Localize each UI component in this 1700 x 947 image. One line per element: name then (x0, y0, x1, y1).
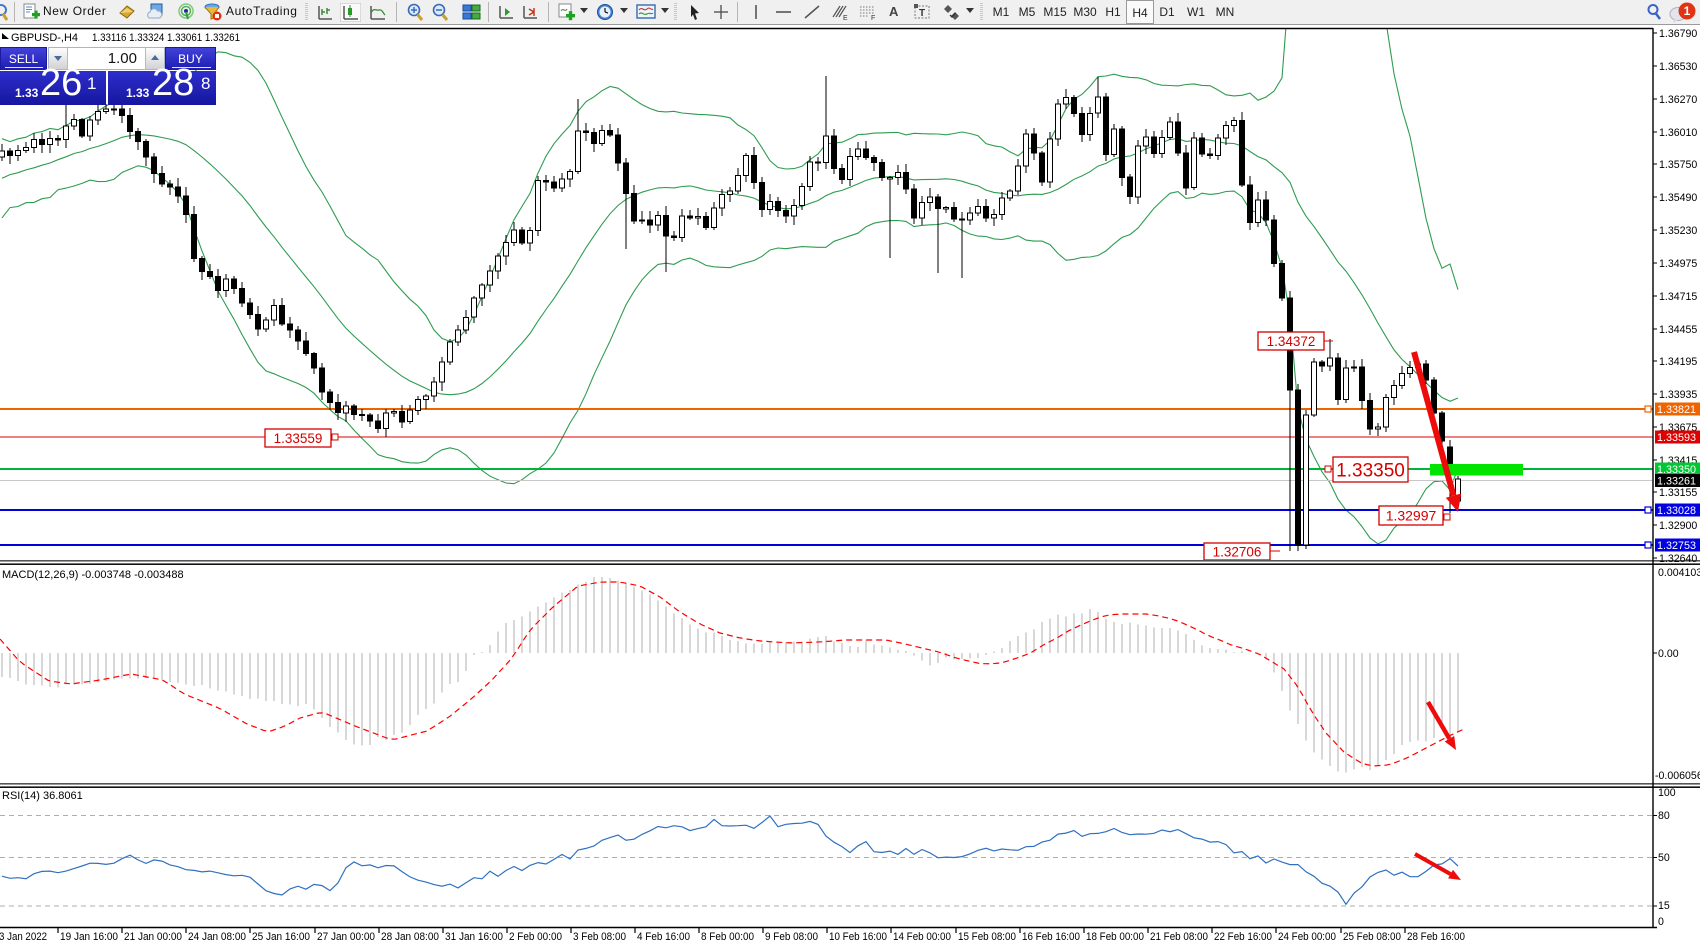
svg-text:1.36790: 1.36790 (1659, 28, 1697, 40)
svg-text:3 Jan 2022: 3 Jan 2022 (0, 931, 47, 942)
svg-text:0: 0 (1658, 916, 1664, 928)
svg-text:0.00: 0.00 (1658, 648, 1679, 660)
svg-text:1.32753: 1.32753 (1657, 540, 1696, 552)
svg-text:0.004103: 0.004103 (1658, 567, 1700, 579)
svg-text:E: E (843, 15, 848, 22)
svg-text:3 Feb 08:00: 3 Feb 08:00 (573, 931, 626, 942)
svg-text:24 Jan 08:00: 24 Jan 08:00 (188, 931, 246, 942)
svg-text:28 Jan 08:00: 28 Jan 08:00 (381, 931, 439, 942)
svg-text:1.32900: 1.32900 (1659, 520, 1697, 532)
svg-text:9 Feb 08:00: 9 Feb 08:00 (765, 931, 818, 942)
svg-text:1: 1 (1684, 4, 1691, 18)
svg-text:21 Feb 08:00: 21 Feb 08:00 (1150, 931, 1208, 942)
svg-text:21 Jan 00:00: 21 Jan 00:00 (124, 931, 182, 942)
svg-text:GBPUSD-,H4: GBPUSD-,H4 (11, 32, 78, 44)
svg-text:1.36530: 1.36530 (1659, 61, 1697, 73)
svg-text:1.36010: 1.36010 (1659, 127, 1697, 139)
svg-text:14 Feb 00:00: 14 Feb 00:00 (893, 931, 951, 942)
svg-text:1.34975: 1.34975 (1659, 258, 1697, 270)
svg-text:18 Feb 00:00: 18 Feb 00:00 (1086, 931, 1144, 942)
svg-text:1.36270: 1.36270 (1659, 94, 1697, 106)
svg-text:1.32706: 1.32706 (1213, 544, 1262, 559)
svg-text:2 Feb 00:00: 2 Feb 00:00 (509, 931, 562, 942)
svg-text:4 Feb 16:00: 4 Feb 16:00 (637, 931, 690, 942)
svg-text:8 Feb 00:00: 8 Feb 00:00 (701, 931, 754, 942)
svg-text:25 Feb 08:00: 25 Feb 08:00 (1343, 931, 1401, 942)
svg-text:1.35230: 1.35230 (1659, 225, 1697, 237)
svg-text:T: T (919, 8, 925, 19)
svg-text:1.32997: 1.32997 (1386, 508, 1437, 524)
svg-text:31 Jan 16:00: 31 Jan 16:00 (445, 931, 503, 942)
svg-text:24 Feb 00:00: 24 Feb 00:00 (1278, 931, 1336, 942)
svg-text:1.35490: 1.35490 (1659, 192, 1697, 204)
svg-text:27 Jan 00:00: 27 Jan 00:00 (317, 931, 375, 942)
svg-text:15: 15 (1658, 900, 1670, 912)
svg-text:22 Feb 16:00: 22 Feb 16:00 (1214, 931, 1272, 942)
svg-text:25 Jan 16:00: 25 Jan 16:00 (252, 931, 310, 942)
svg-text:1.33350: 1.33350 (1336, 460, 1405, 481)
svg-text:1.32640: 1.32640 (1659, 553, 1697, 565)
svg-text:1.33821: 1.33821 (1657, 404, 1696, 416)
svg-text:1.33155: 1.33155 (1659, 487, 1697, 499)
svg-text:1.33261: 1.33261 (1657, 476, 1696, 488)
svg-text:MACD(12,26,9) -0.003748 -0.003: MACD(12,26,9) -0.003748 -0.003488 (2, 569, 184, 581)
svg-text:1.33116 1.33324 1.33061 1.3326: 1.33116 1.33324 1.33061 1.33261 (92, 32, 240, 44)
svg-text:1.33935: 1.33935 (1659, 389, 1697, 401)
svg-text:1.33559: 1.33559 (274, 431, 323, 446)
svg-text:50: 50 (1658, 852, 1670, 864)
svg-text:1.34715: 1.34715 (1659, 291, 1697, 303)
svg-text:1.33593: 1.33593 (1657, 432, 1696, 444)
svg-text:-0.006056: -0.006056 (1655, 770, 1700, 782)
svg-text:28 Feb 16:00: 28 Feb 16:00 (1407, 931, 1465, 942)
svg-text:16 Feb 16:00: 16 Feb 16:00 (1022, 931, 1080, 942)
svg-text:1.33028: 1.33028 (1657, 505, 1696, 517)
svg-text:19 Jan 16:00: 19 Jan 16:00 (60, 931, 118, 942)
svg-text:100: 100 (1658, 787, 1676, 799)
svg-text:RSI(14) 36.8061: RSI(14) 36.8061 (2, 790, 83, 802)
svg-text:1.33350: 1.33350 (1657, 464, 1696, 476)
svg-text:1.35750: 1.35750 (1659, 159, 1697, 171)
svg-text:80: 80 (1658, 810, 1670, 822)
svg-text:1.34195: 1.34195 (1659, 356, 1697, 368)
svg-text:1.34455: 1.34455 (1659, 324, 1697, 336)
svg-text:1.34372: 1.34372 (1267, 334, 1316, 349)
svg-text:15 Feb 08:00: 15 Feb 08:00 (958, 931, 1016, 942)
svg-text:10 Feb 16:00: 10 Feb 16:00 (829, 931, 887, 942)
svg-text:F: F (871, 15, 875, 22)
